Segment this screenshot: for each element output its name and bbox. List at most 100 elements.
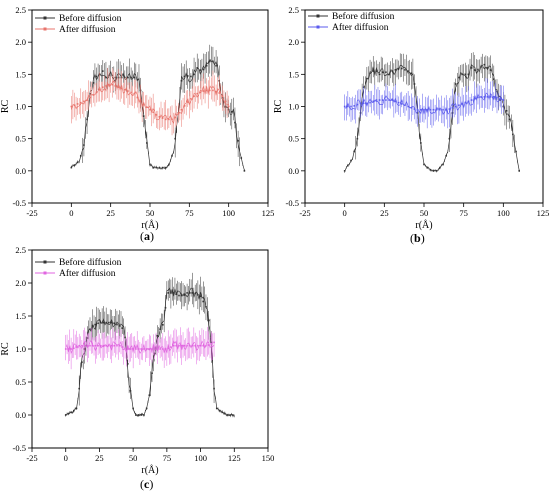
data-point	[64, 414, 67, 416]
y-tick-label: 0.5	[288, 134, 299, 144]
data-point	[442, 163, 444, 166]
y-tick-label: -0.5	[13, 198, 26, 208]
series-line	[344, 92, 504, 116]
x-tick-label: 50	[420, 208, 429, 218]
data-point	[180, 344, 183, 347]
data-point	[105, 85, 107, 87]
data-point	[95, 91, 98, 94]
x-tick-label: 125	[262, 208, 275, 218]
data-point	[183, 75, 186, 78]
data-point	[486, 96, 489, 98]
data-point	[129, 390, 132, 392]
data-point	[467, 73, 470, 76]
data-point	[518, 170, 520, 172]
data-point	[174, 137, 176, 140]
data-point	[139, 100, 142, 103]
data-point	[127, 90, 129, 92]
data-point	[426, 166, 428, 169]
data-point	[480, 96, 482, 98]
data-point	[197, 294, 199, 296]
data-point	[121, 346, 124, 348]
data-point	[99, 344, 102, 347]
data-point	[158, 115, 161, 118]
data-point	[135, 414, 137, 416]
data-point	[480, 66, 482, 68]
data-point	[140, 348, 143, 350]
data-point	[92, 94, 95, 96]
data-point	[161, 166, 164, 169]
data-point	[486, 67, 489, 69]
data-point	[499, 97, 501, 100]
data-point	[70, 348, 72, 350]
x-axis-title: r(Å)	[141, 464, 158, 476]
data-point	[508, 118, 511, 121]
data-point	[483, 96, 486, 98]
x-tick-label: 100	[497, 208, 510, 218]
data-point	[413, 108, 416, 110]
data-point	[113, 322, 116, 325]
y-tick-label: 1.0	[288, 102, 299, 112]
data-point	[199, 69, 202, 71]
data-point	[400, 103, 403, 105]
legend-marker	[316, 25, 320, 29]
data-point	[89, 328, 91, 330]
legend-label: Before diffusion	[59, 13, 122, 24]
legend-marker	[43, 260, 47, 264]
data-point	[191, 292, 194, 294]
data-point	[183, 293, 186, 296]
data-point	[148, 348, 151, 350]
data-point	[133, 92, 136, 95]
data-point	[140, 414, 143, 416]
data-point	[388, 99, 390, 101]
data-point	[186, 344, 188, 347]
data-point	[127, 76, 129, 79]
data-point	[73, 347, 75, 350]
data-point	[133, 76, 136, 79]
data-point	[118, 344, 121, 347]
data-point	[153, 348, 156, 350]
data-point	[202, 68, 205, 71]
data-point	[151, 348, 153, 350]
data-point	[202, 344, 205, 347]
data-point	[136, 78, 139, 81]
data-point	[473, 69, 476, 71]
data-point	[483, 63, 486, 66]
data-point	[89, 344, 91, 347]
data-point	[347, 105, 349, 108]
data-point	[454, 83, 457, 85]
x-tick-label: 150	[262, 453, 275, 463]
y-tick-label: 2.5	[288, 5, 299, 15]
data-point	[172, 344, 175, 347]
data-point	[124, 88, 126, 91]
data-point	[168, 118, 170, 121]
data-point	[210, 342, 213, 345]
data-point	[243, 170, 246, 172]
data-point	[124, 347, 126, 350]
data-point	[146, 106, 148, 108]
data-point	[199, 91, 202, 94]
y-axis-title: RC	[0, 100, 11, 114]
data-point	[108, 344, 110, 347]
data-point	[159, 348, 161, 350]
data-point	[171, 118, 173, 121]
y-tick-label: 1.5	[15, 69, 26, 79]
data-point	[86, 99, 88, 101]
data-point	[356, 103, 359, 106]
data-point	[89, 96, 92, 99]
data-point	[353, 105, 355, 107]
data-point	[124, 336, 126, 339]
data-point	[164, 118, 167, 121]
data-point	[73, 104, 76, 107]
data-point	[151, 372, 153, 374]
data-point	[205, 344, 207, 347]
data-point	[429, 168, 432, 171]
data-point	[229, 414, 232, 416]
y-axis-title: RC	[273, 100, 284, 114]
x-tick-label: 75	[185, 208, 194, 218]
data-point	[92, 82, 95, 84]
data-point	[353, 150, 355, 153]
legend-marker	[43, 16, 47, 20]
y-tick-label: 0.5	[15, 377, 26, 387]
x-axis-title: r(Å)	[415, 219, 432, 231]
data-point	[213, 387, 215, 390]
